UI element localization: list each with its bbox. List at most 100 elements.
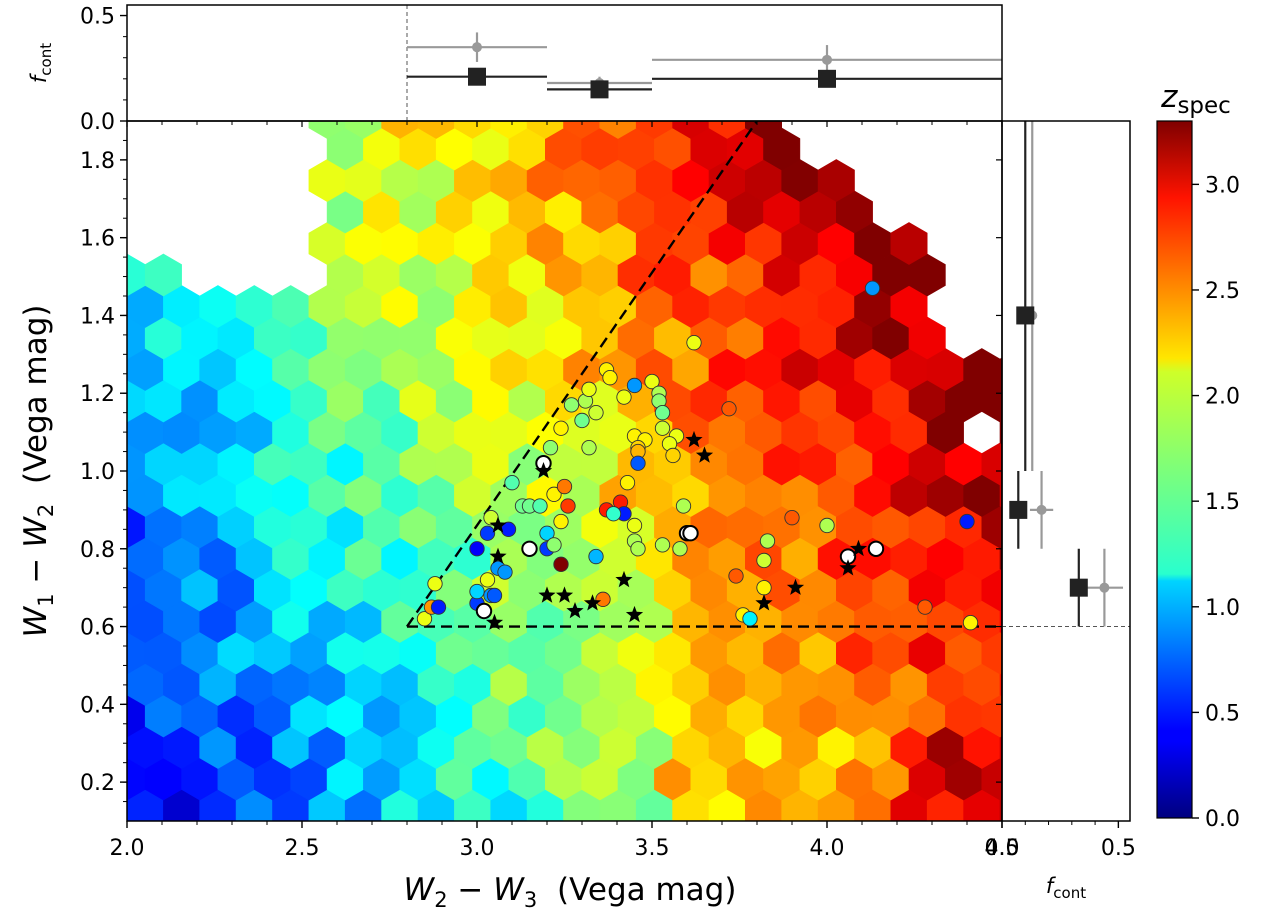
dark-square — [590, 80, 609, 99]
star-marker — [615, 570, 633, 588]
hexbin-cell — [127, 736, 128, 759]
source-circle — [654, 537, 671, 553]
top-y-tick-label: 0.0 — [80, 110, 115, 135]
selection-wedge — [406, 121, 1002, 628]
star-marker — [786, 578, 805, 595]
colorbar-tick-label: 1.0 — [1205, 596, 1240, 621]
source-circle — [626, 377, 643, 394]
right-x-axis-label: fcont — [1046, 874, 1086, 902]
source-circle — [756, 580, 772, 596]
star-marker — [755, 594, 773, 611]
hexbin-cell — [708, 121, 746, 139]
main-scatter-panel: 2.0 2.5 3.0 3.5 4.0 4.5 0.2 0.4 0.6 0.8 1.0 1.2 1.4… — [18, 65, 1054, 911]
dark-square — [818, 69, 836, 88]
source-circle — [864, 280, 881, 296]
source-circle — [546, 486, 562, 502]
y-tick-label: 1.8 — [80, 149, 115, 174]
hexbin-cell — [72, 569, 108, 611]
source-circle — [675, 498, 692, 514]
source-circle — [602, 370, 618, 386]
hexbin-cell — [1018, 758, 1054, 800]
hexbin-cell — [199, 820, 201, 821]
hexbin-cell — [380, 820, 383, 821]
hexbin-cell — [344, 121, 382, 139]
hexbin-cell — [327, 65, 363, 107]
source-circle — [553, 556, 569, 572]
source-circle — [605, 506, 622, 522]
hexbin-cell — [999, 798, 1002, 821]
hexbin-cell — [545, 65, 581, 107]
hexbin-cell — [509, 65, 545, 107]
hexbin-cell — [744, 121, 783, 139]
source-circle — [553, 420, 569, 436]
hexbin-cell — [1018, 569, 1054, 611]
x-tick-label: 3.0 — [460, 836, 495, 861]
right-x-ticks: 0.0 0.5 — [985, 821, 1136, 861]
hexbin-cell — [490, 121, 528, 139]
hexbin-cell — [1018, 632, 1054, 674]
source-circle — [521, 540, 538, 557]
top-y-axis-label: fcont — [27, 43, 55, 83]
x-tick-label: 4.0 — [810, 836, 845, 861]
hexbin-cell — [708, 820, 710, 821]
gray-point — [1036, 504, 1047, 515]
gray-point — [1099, 582, 1110, 593]
hexbin-cell — [999, 672, 1002, 697]
hexbin-cell — [672, 121, 710, 139]
hexbin-cell — [999, 735, 1002, 760]
gray-point — [822, 54, 832, 65]
hexbin-cell — [727, 65, 763, 107]
hexbin-cell — [344, 820, 346, 821]
source-circle — [427, 576, 443, 592]
source-circle — [539, 525, 555, 541]
right-x-tick-label: 0.0 — [985, 836, 1020, 861]
source-circle — [469, 541, 485, 557]
hexbin-cell — [72, 821, 108, 863]
source-circle — [962, 615, 979, 631]
hexbin-cell — [417, 121, 455, 139]
source-circle — [644, 373, 660, 390]
hexbin-cell — [744, 820, 746, 821]
source-circle — [532, 498, 548, 514]
dark-square — [1069, 578, 1088, 597]
main-x-ticks: 2.0 2.5 3.0 3.5 4.0 4.5 — [110, 121, 1020, 861]
hexbin-cell — [962, 820, 965, 821]
star-marker — [538, 586, 556, 603]
colorbar-gradient — [1156, 120, 1193, 819]
hexbin-cell — [635, 121, 673, 139]
star-marker — [625, 605, 644, 623]
x-tick-label: 2.5 — [285, 836, 320, 861]
hexbin-cell — [691, 65, 727, 107]
y-tick-label: 1.0 — [80, 460, 115, 485]
source-circle — [784, 510, 800, 526]
hexbin-cell — [363, 65, 399, 107]
hexbin-cell — [127, 421, 128, 444]
source-circle — [486, 587, 503, 604]
y-tick-label: 1.6 — [80, 227, 115, 252]
colorbar: 0.0 0.5 1.0 1.5 2.0 2.5 3.0 zspec — [1156, 79, 1240, 832]
source-circle — [682, 525, 699, 542]
hexbin-cell — [454, 121, 492, 139]
star-marker — [489, 547, 507, 564]
star-marker — [583, 594, 602, 611]
source-circle — [728, 568, 744, 584]
source-circle — [479, 572, 496, 588]
colorbar-ticks: 0.0 0.5 1.0 1.5 2.0 2.5 3.0 — [1192, 173, 1240, 832]
source-circle — [504, 475, 520, 491]
hexbin-cell — [890, 222, 928, 265]
source-circle — [759, 533, 776, 549]
source-circle — [595, 591, 611, 607]
hexbin-cell — [562, 820, 565, 821]
source-circle — [742, 611, 758, 627]
source-circle — [619, 475, 636, 491]
wedge-diagonal-line — [406, 121, 758, 628]
source-circle — [654, 420, 671, 436]
hexbin-density-layer — [72, 65, 1054, 863]
source-circle — [721, 401, 737, 417]
hexbin-cell — [599, 820, 601, 821]
source-circle — [475, 602, 493, 620]
colorbar-tick-label: 1.5 — [1205, 490, 1240, 515]
main-y-ticks: 0.2 0.4 0.6 0.8 1.0 1.2 1.4 1.6 1.8 — [80, 139, 1002, 803]
source-circle — [630, 455, 646, 471]
source-circle — [553, 513, 569, 530]
